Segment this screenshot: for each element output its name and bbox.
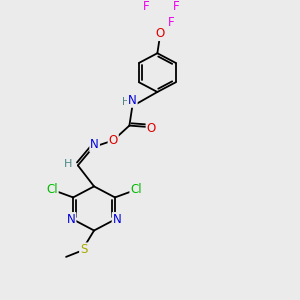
Text: Cl: Cl: [46, 183, 58, 196]
Text: F: F: [168, 16, 175, 29]
Text: O: O: [109, 134, 118, 147]
Text: O: O: [155, 27, 164, 40]
Text: N: N: [113, 213, 122, 226]
Text: F: F: [173, 0, 180, 13]
Text: F: F: [142, 0, 149, 13]
Text: N: N: [67, 213, 76, 226]
Text: N: N: [90, 139, 99, 152]
Text: O: O: [147, 122, 156, 135]
Text: Cl: Cl: [130, 183, 142, 196]
Text: N: N: [128, 94, 137, 107]
Text: H: H: [122, 97, 130, 107]
Text: S: S: [80, 243, 87, 256]
Text: H: H: [64, 159, 73, 169]
